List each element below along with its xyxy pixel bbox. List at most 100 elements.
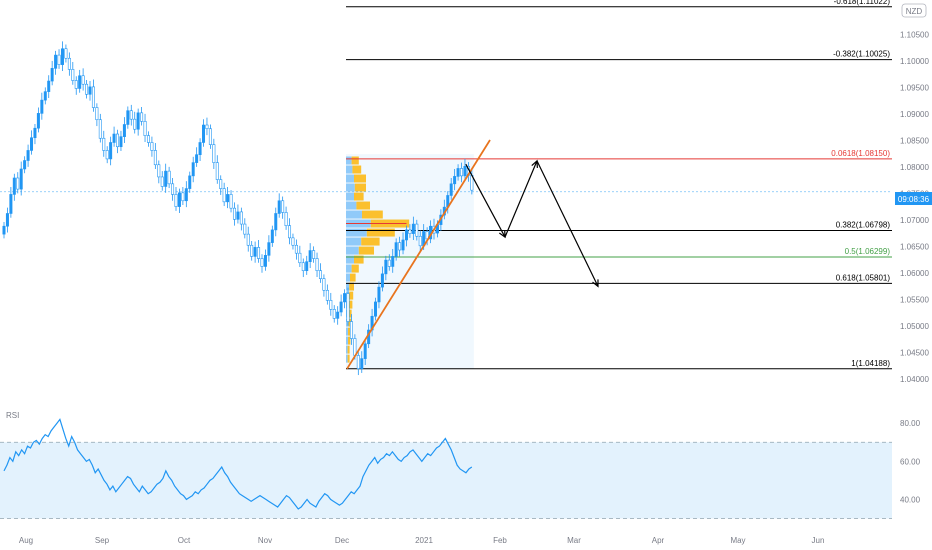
candle-up <box>339 301 343 313</box>
candle-up <box>47 80 51 92</box>
price-tick-label: 1.09000 <box>900 110 929 119</box>
rsi-title: RSI <box>6 411 19 420</box>
rsi-tick-label: 60.00 <box>900 457 921 466</box>
fib-level-label: -0.382(1.10025) <box>833 50 890 59</box>
candle-up <box>119 136 123 148</box>
candle-down <box>160 176 164 187</box>
fib-level-label: 0.618(1.05801) <box>836 273 891 282</box>
projection-segment <box>504 160 538 238</box>
currency-badge[interactable]: NZD <box>901 3 927 18</box>
profile-bar-down <box>346 210 362 219</box>
price-tick-label: 1.05000 <box>900 322 929 331</box>
candle-down <box>129 110 133 120</box>
candle-up <box>404 229 408 241</box>
candle-down <box>260 258 264 267</box>
profile-bar-down <box>346 282 350 291</box>
candle-up <box>236 211 240 220</box>
candle-down <box>157 164 161 178</box>
candle-up <box>411 223 415 234</box>
candle-up <box>191 162 195 177</box>
candle-up <box>109 142 113 160</box>
price-tick-label: 1.08500 <box>900 136 929 145</box>
candle-down <box>312 250 316 259</box>
candle-up <box>19 168 23 190</box>
candle-down <box>229 194 233 209</box>
profile-bar-down <box>346 264 352 273</box>
profile-bar-down <box>346 192 354 201</box>
currency-badge-label: NZD <box>906 7 923 16</box>
candle-down <box>57 54 61 65</box>
profile-bar-down <box>346 228 367 237</box>
candle-up <box>122 124 126 137</box>
candle-down <box>294 244 298 254</box>
fib-level-label: 0.0618(1.08150) <box>831 149 890 158</box>
candle-down <box>246 233 250 246</box>
candle-down <box>102 137 106 151</box>
candle-down <box>140 112 144 122</box>
candle-down <box>298 252 302 264</box>
candle-down <box>81 75 85 85</box>
profile-bar-up <box>348 309 352 318</box>
candle-up <box>43 91 47 101</box>
projection-segment <box>536 160 599 287</box>
candle-down <box>232 207 236 220</box>
candle-down <box>16 177 20 190</box>
profile-bar-down <box>346 336 348 345</box>
candle-down <box>291 237 295 246</box>
fib-level-label: 0.5(1.06299) <box>845 247 891 256</box>
candle-up <box>177 192 181 207</box>
candle-down <box>239 211 243 225</box>
candle-up <box>449 183 453 196</box>
candle-down <box>425 231 429 240</box>
candle-up <box>112 133 116 143</box>
time-axis: Aug Sep Oct Nov Dec 2021 Feb Mar Apr May Jun <box>19 536 825 545</box>
candle-up <box>136 112 140 130</box>
profile-bar-down <box>346 273 350 282</box>
price-tick-label: 1.06000 <box>900 269 929 278</box>
fib-level-label: 0.382(1.06798) <box>836 221 891 230</box>
candle-up <box>33 127 37 139</box>
price-tick-label: 1.06500 <box>900 242 929 251</box>
price-badge-label: 09:08:36 <box>898 195 930 204</box>
candle-down <box>349 321 353 339</box>
profile-bar-up <box>354 192 364 201</box>
candle-down <box>150 142 154 151</box>
candle-up <box>463 166 467 177</box>
candle-up <box>360 358 364 369</box>
candle-up <box>88 86 92 95</box>
rsi-band <box>0 442 892 519</box>
candle-up <box>126 110 130 125</box>
candle-up <box>274 213 278 231</box>
profile-bar-up <box>358 246 374 255</box>
candle-down <box>284 212 288 226</box>
candle-down <box>64 48 68 59</box>
candle-up <box>363 343 367 359</box>
rsi-tick-label: 80.00 <box>900 419 921 428</box>
profile-bar-up <box>354 174 366 183</box>
price-axis[interactable]: 1.04000 1.04500 1.05000 1.05500 1.06000 1.065… <box>900 30 929 383</box>
candle-up <box>391 256 395 267</box>
candle-up <box>195 154 199 163</box>
candle-up <box>453 176 457 185</box>
profile-bar-up <box>347 354 350 363</box>
candle-up <box>5 213 9 227</box>
profile-bar-down <box>346 345 348 354</box>
candle-down <box>143 121 147 136</box>
profile-bar-down <box>346 246 359 255</box>
candle-down <box>105 150 109 160</box>
candle-up <box>30 137 34 151</box>
price-tick-label: 1.04500 <box>900 348 929 357</box>
profile-bar-up <box>362 210 383 219</box>
candle-up <box>23 160 27 170</box>
candle-down <box>91 86 95 108</box>
price-badge: 09:08:36 <box>895 192 932 205</box>
time-tick-label: Dec <box>335 536 349 545</box>
candle-up <box>374 301 378 317</box>
candle-down <box>167 170 171 185</box>
candle-up <box>305 261 309 271</box>
rsi-line <box>3 418 473 510</box>
candle-up <box>377 286 381 303</box>
candle-down <box>398 242 402 251</box>
profile-bar-up <box>354 183 366 192</box>
